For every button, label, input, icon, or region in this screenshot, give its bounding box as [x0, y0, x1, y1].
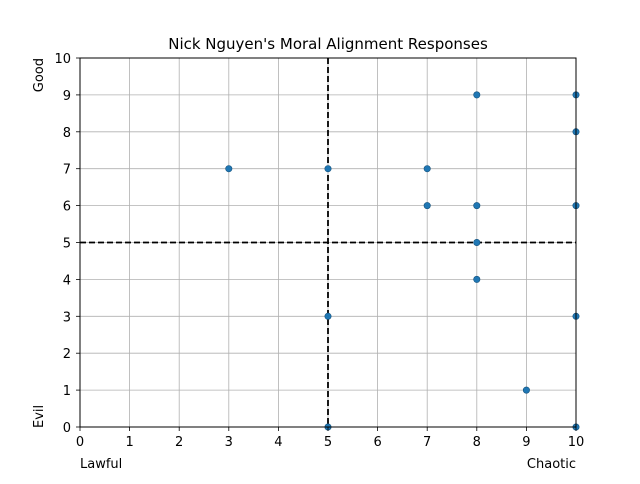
y-tick-label: 3 [63, 310, 71, 325]
data-point [522, 386, 530, 394]
data-point [225, 165, 233, 173]
data-point [324, 312, 332, 320]
data-point [473, 275, 481, 283]
data-point [423, 165, 431, 173]
y-tick-label: 0 [63, 421, 71, 436]
y-tick-label: 8 [63, 126, 71, 141]
data-point [473, 91, 481, 99]
y-tick-label: 2 [63, 347, 71, 362]
y-label-good: Good [32, 58, 47, 92]
axis-ticks: 0 1 2 3 4 5 6 7 8 9 10 0 1 2 3 4 5 6 7 8 9 10 [54, 52, 584, 450]
data-point [423, 202, 431, 210]
y-tick-label: 1 [63, 384, 71, 399]
y-tick-label: 9 [63, 89, 71, 104]
x-tick-label: 10 [568, 435, 585, 450]
x-tick-label: 8 [473, 435, 481, 450]
y-label-evil: Evil [32, 405, 47, 428]
x-tick-label: 9 [522, 435, 530, 450]
chart-title: Nick Nguyen's Moral Alignment Responses [168, 35, 488, 53]
y-tick-label: 7 [63, 163, 71, 178]
x-tick-label: 5 [324, 435, 332, 450]
x-tick-label: 3 [225, 435, 233, 450]
x-label-lawful: Lawful [80, 457, 122, 472]
y-tick-label: 6 [63, 200, 71, 215]
x-tick-label: 0 [76, 435, 84, 450]
x-tick-label: 4 [274, 435, 282, 450]
x-tick-label: 6 [373, 435, 381, 450]
x-tick-label: 7 [423, 435, 431, 450]
data-point [473, 202, 481, 210]
reference-lines [80, 58, 576, 427]
y-tick-label: 10 [54, 52, 71, 67]
y-tick-label: 4 [63, 273, 71, 288]
data-point [324, 165, 332, 173]
x-label-chaotic: Chaotic [527, 457, 576, 472]
data-point [473, 239, 481, 247]
x-tick-label: 1 [125, 435, 133, 450]
x-tick-label: 2 [175, 435, 183, 450]
data-points [225, 91, 580, 431]
y-tick-label: 5 [63, 237, 71, 252]
